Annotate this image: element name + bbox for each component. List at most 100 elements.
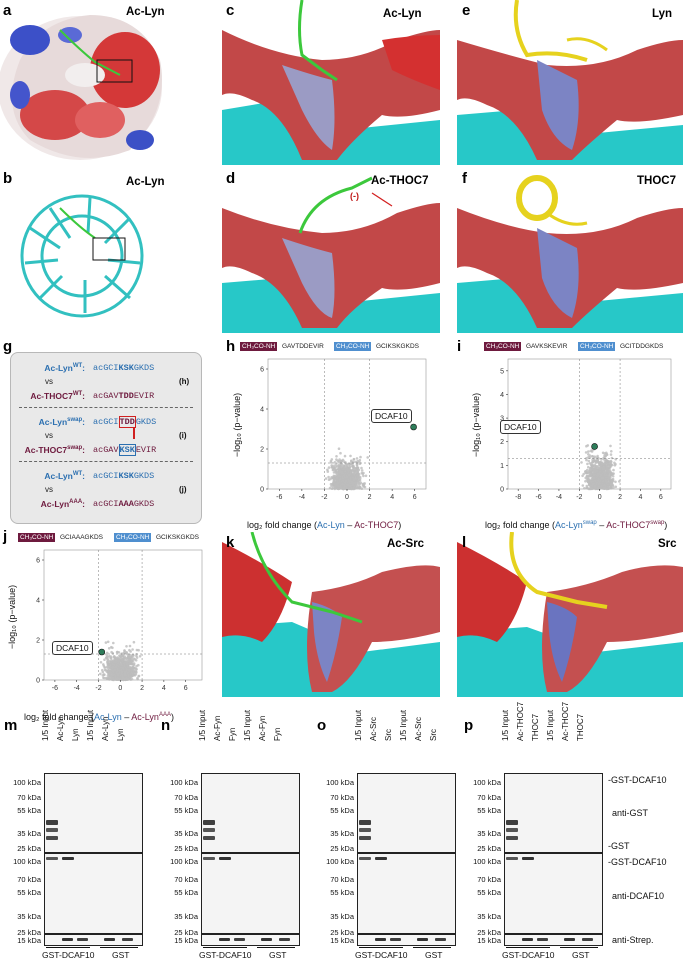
- data-point: [594, 461, 598, 464]
- data-point: [361, 472, 364, 476]
- data-point: [607, 470, 611, 474]
- data-point: [581, 474, 584, 478]
- data-point: [117, 651, 121, 654]
- data-point: [114, 674, 117, 677]
- tag-left-seq-j: GCIAAAGKDS: [60, 534, 103, 541]
- kda-marker: 100 kDa: [170, 857, 198, 866]
- y-tick-label: 4: [500, 392, 504, 399]
- data-point: [591, 484, 594, 488]
- blot-anti-dcaf10: [504, 853, 603, 934]
- y-tick-label: 5: [500, 368, 504, 375]
- data-point: [589, 467, 592, 470]
- lane-label: 1/5 Input: [399, 709, 408, 741]
- blot-band: [279, 938, 290, 941]
- panel-f-pocket: [457, 168, 683, 333]
- data-point: [135, 654, 138, 658]
- data-point: [587, 459, 591, 463]
- data-point: [123, 672, 127, 675]
- blot-band: [435, 938, 446, 941]
- kda-marker: 70 kDa: [17, 875, 41, 884]
- label-gst: -GST: [608, 841, 630, 851]
- panel-title-a: Ac-Lyn: [126, 6, 165, 18]
- data-point: [589, 484, 593, 488]
- data-point: [126, 656, 129, 659]
- x-tick-label: 2: [368, 494, 372, 501]
- blot-band: [359, 836, 371, 840]
- blot-band: [122, 938, 133, 941]
- kda-marker: 70 kDa: [174, 875, 198, 884]
- data-point: [130, 667, 134, 670]
- panel-title-l: Src: [658, 538, 677, 550]
- data-point: [590, 450, 594, 453]
- data-point: [119, 666, 123, 670]
- data-point: [612, 486, 615, 489]
- data-point: [614, 457, 617, 461]
- ylabel-i: −log₁₀ (p−value): [471, 392, 482, 458]
- data-point: [348, 485, 351, 488]
- blot-anti-dcaf10: [357, 853, 456, 934]
- group-bracket: [100, 947, 138, 948]
- data-point: [128, 648, 131, 652]
- seq-value: acGAVTDDEVIR: [93, 391, 155, 401]
- panel-b-cartoon: [0, 168, 168, 330]
- lane-label: Ac-Lyn: [56, 716, 65, 741]
- seq-value: acGCITDDGKDS: [93, 416, 157, 428]
- blot-band: [203, 836, 215, 840]
- data-point: [607, 483, 610, 486]
- blot-anti-strep: [201, 934, 300, 946]
- data-point: [110, 650, 113, 654]
- seq-value: acGAVKSKEVIR: [93, 444, 157, 456]
- data-point: [125, 671, 129, 675]
- data-point: [587, 477, 590, 481]
- data-point: [360, 487, 364, 490]
- lane-label: Ac-Src: [414, 717, 423, 741]
- data-point: [588, 480, 592, 483]
- data-point: [605, 467, 609, 471]
- data-point: [116, 667, 119, 671]
- data-point: [357, 476, 360, 480]
- data-point: [596, 459, 600, 463]
- data-point: [132, 662, 136, 665]
- data-point: [333, 466, 336, 470]
- ylabel-j: −log₁₀ (p−value): [7, 584, 18, 650]
- kda-marker: 35 kDa: [174, 912, 198, 921]
- data-point: [128, 662, 131, 666]
- data-point: [358, 487, 361, 490]
- data-point: [360, 466, 363, 470]
- panel-title-e: Lyn: [652, 8, 673, 20]
- xlabel-j: log₂ fold change (Ac-Lyn – Ac-LynAAA): [24, 712, 174, 722]
- data-point: [611, 484, 615, 487]
- panel-label-b: b: [3, 170, 13, 187]
- data-point: [324, 477, 328, 480]
- kda-marker: 25 kDa: [477, 928, 501, 937]
- panel-title-k: Ac-Src: [387, 538, 425, 550]
- data-point: [332, 471, 336, 474]
- data-point: [342, 479, 345, 483]
- data-point: [605, 487, 609, 491]
- tag-left-j: CH₃CO-NH: [18, 533, 56, 542]
- blot-band: [506, 820, 518, 825]
- xlabel-h: log₂ fold change (Ac-Lyn – Ac-THOC7): [247, 520, 402, 530]
- data-point: [123, 670, 127, 673]
- data-point: [602, 480, 605, 483]
- data-point: [333, 477, 336, 480]
- data-point: [128, 644, 132, 648]
- data-point: [613, 461, 616, 465]
- data-point: [606, 476, 610, 479]
- blot-band: [46, 828, 58, 832]
- data-point: [336, 487, 339, 490]
- data-point: [608, 468, 611, 471]
- data-point: [131, 648, 134, 651]
- data-point: [343, 468, 346, 471]
- data-point: [333, 480, 337, 483]
- blot-anti-gst: [44, 773, 143, 853]
- data-point: [343, 483, 346, 487]
- y-tick-label: 6: [36, 558, 40, 565]
- data-point: [335, 476, 339, 480]
- data-point: [580, 461, 583, 464]
- figure-reference: (h): [179, 377, 190, 386]
- data-point: [101, 670, 105, 674]
- x-tick-label: -4: [556, 494, 562, 501]
- data-point: [334, 468, 338, 471]
- figure-reference: (j): [179, 485, 187, 494]
